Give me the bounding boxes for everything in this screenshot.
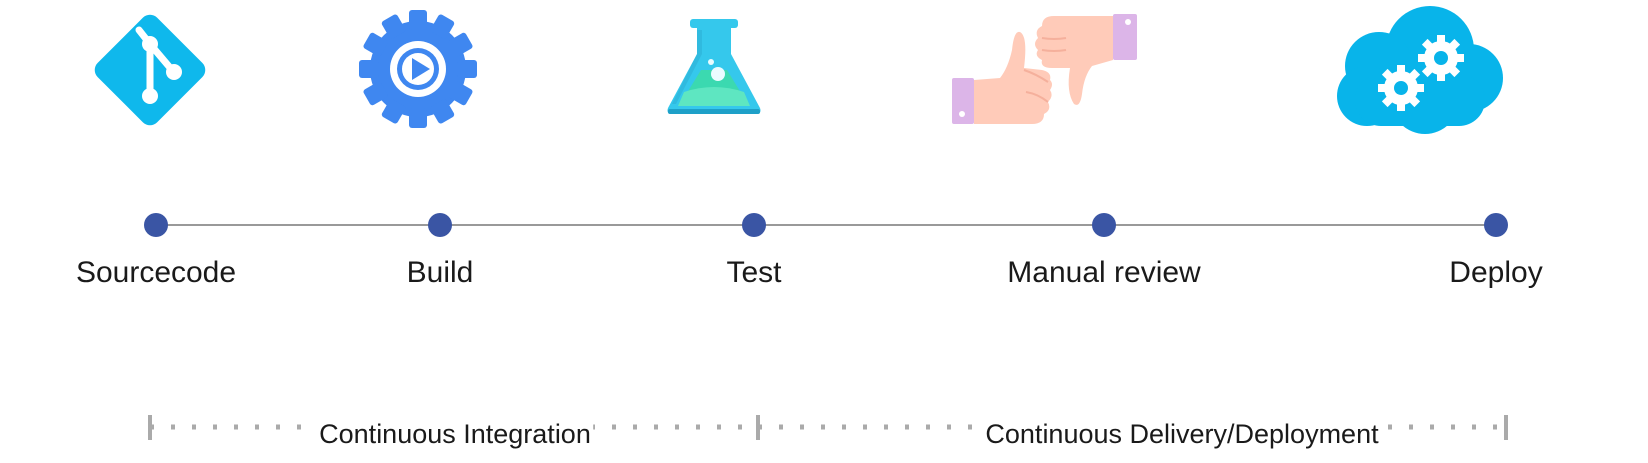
stage-label-manual-review: Manual review <box>1007 256 1201 289</box>
stage-label-test: Test <box>726 256 782 289</box>
flask-icon <box>667 19 761 114</box>
phase-label-continuous-integration: Continuous Integration <box>317 419 593 449</box>
stage-dot-build <box>428 213 452 237</box>
stage-dot-test <box>742 213 766 237</box>
git-icon <box>94 14 206 126</box>
thumbs-up-down-icon <box>952 14 1137 124</box>
gear-play-icon <box>359 10 477 128</box>
stage-label-build: Build <box>406 256 474 289</box>
ci-bracket <box>148 415 758 440</box>
stage-dot-deploy <box>1484 213 1508 237</box>
cloud-gears-icon <box>1337 6 1503 134</box>
stage-label-sourcecode: Sourcecode <box>75 256 237 289</box>
cd-bracket <box>756 415 1508 440</box>
stage-dot-sourcecode <box>144 213 168 237</box>
phase-label-continuous-delivery: Continuous Delivery/Deployment <box>983 419 1381 449</box>
stage-dot-manual-review <box>1092 213 1116 237</box>
stage-label-deploy: Deploy <box>1449 256 1543 289</box>
